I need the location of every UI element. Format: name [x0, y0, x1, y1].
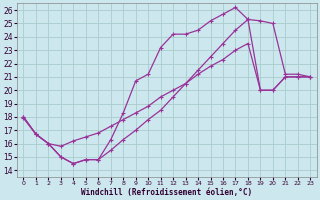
- X-axis label: Windchill (Refroidissement éolien,°C): Windchill (Refroidissement éolien,°C): [81, 188, 252, 197]
